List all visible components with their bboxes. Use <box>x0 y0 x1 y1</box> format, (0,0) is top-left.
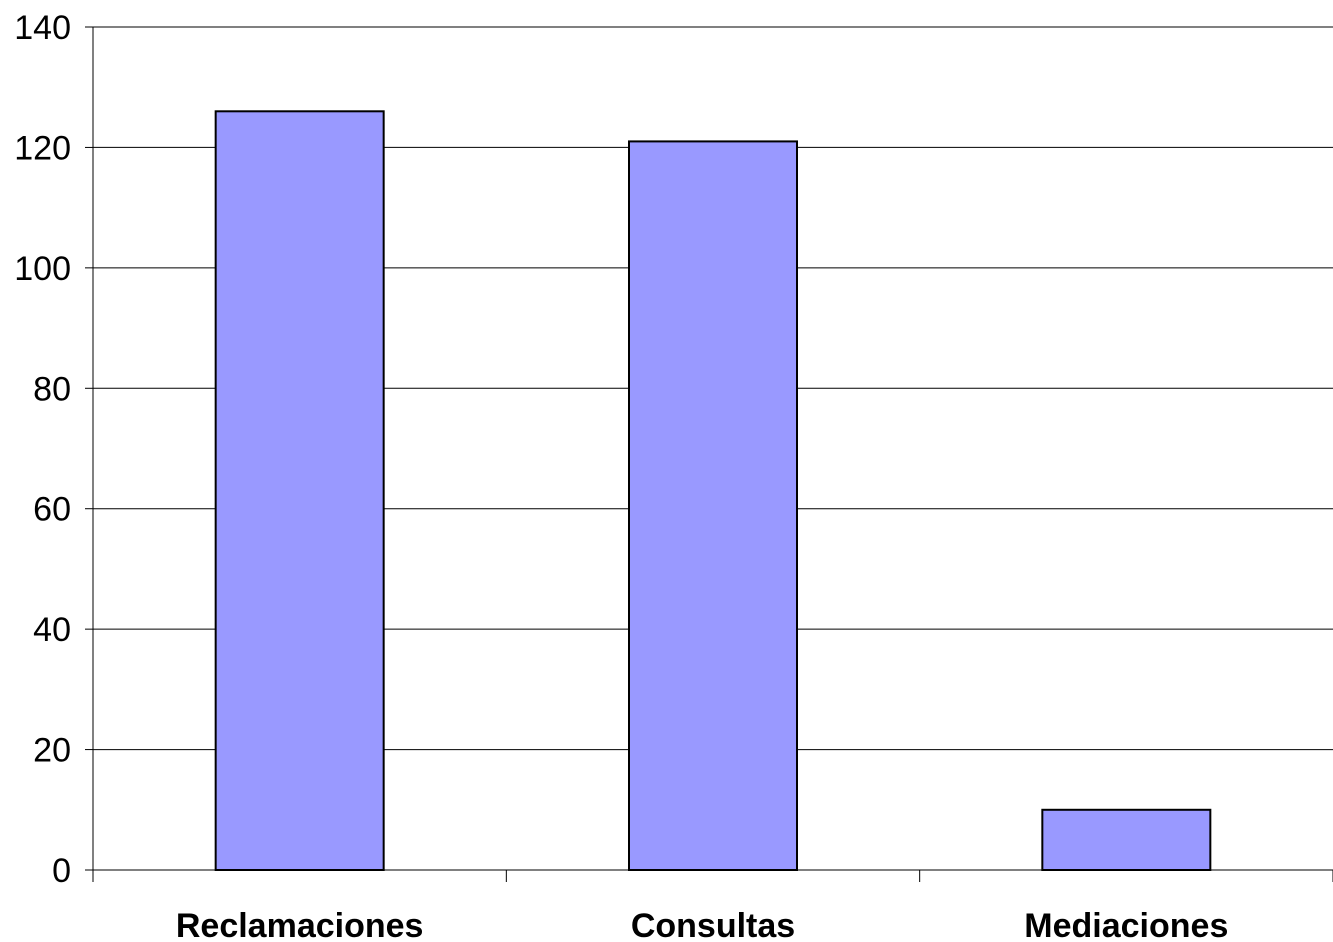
x-category-labels: Reclamaciones Consultas Mediaciones <box>176 907 1229 942</box>
y-tick-label: 100 <box>14 250 71 288</box>
axes <box>85 26 1333 882</box>
y-tick-label: 40 <box>33 611 71 649</box>
bar-mediaciones <box>1041 808 1212 871</box>
bar-reclamaciones <box>214 110 385 872</box>
y-tick-label: 60 <box>33 491 71 529</box>
x-category-label-mediaciones: Mediaciones <box>1024 907 1228 942</box>
y-tick-label: 80 <box>33 370 71 408</box>
bars <box>214 110 1212 872</box>
y-tick-label: 0 <box>52 852 71 890</box>
y-tick-label: 20 <box>33 732 71 770</box>
y-tick-label: 120 <box>14 129 71 167</box>
y-tick-label: 140 <box>14 9 71 47</box>
x-category-label-reclamaciones: Reclamaciones <box>176 907 424 942</box>
bar-consultas <box>628 140 798 871</box>
x-category-label-consultas: Consultas <box>631 907 795 942</box>
y-tick-labels: 0 20 40 60 80 100 120 140 <box>14 9 71 890</box>
